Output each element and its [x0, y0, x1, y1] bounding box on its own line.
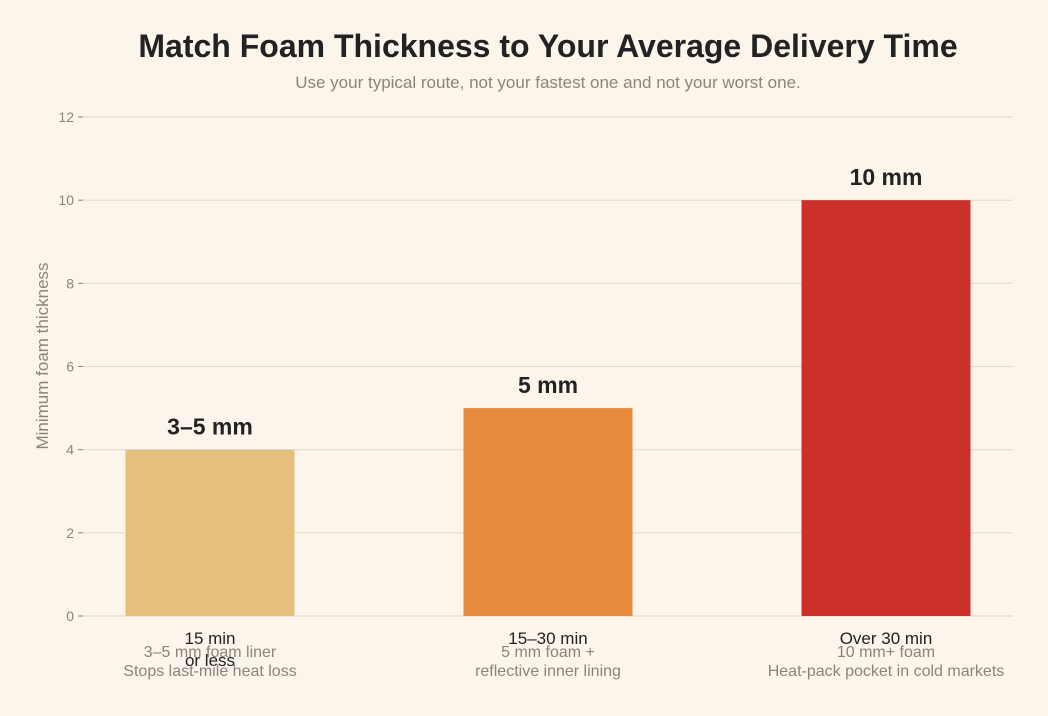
- bar-annotation: Stops last-mile heat loss: [123, 663, 296, 680]
- bar-annotation: Heat-pack pocket in cold markets: [768, 663, 1005, 680]
- y-tick-label: 8: [66, 275, 74, 291]
- bar-value-label: 3–5 mm: [167, 414, 253, 440]
- y-tick-label: 6: [66, 359, 74, 375]
- chart-title: Match Foam Thickness to Your Average Del…: [138, 28, 958, 64]
- bar: [801, 200, 971, 616]
- bar-annotation: 3–5 mm foam liner: [144, 644, 277, 661]
- bar-value-label: 10 mm: [850, 164, 923, 190]
- x-tick-label: 15 min: [184, 629, 235, 648]
- bar-annotation: 10 mm+ foam: [837, 644, 935, 661]
- bar-annotation: 5 mm foam +: [501, 644, 595, 661]
- chart-subtitle: Use your typical route, not your fastest…: [295, 73, 801, 92]
- x-tick-label: Over 30 min: [840, 629, 933, 648]
- y-tick-label: 2: [66, 525, 74, 541]
- y-tick-label: 10: [58, 192, 74, 208]
- x-tick-label: or less: [185, 651, 235, 670]
- x-tick-label: 15–30 min: [508, 629, 587, 648]
- y-axis-label: Minimum foam thickness: [33, 262, 52, 449]
- y-tick-label: 12: [58, 109, 74, 125]
- bar: [463, 408, 633, 616]
- y-tick-label: 4: [66, 442, 74, 458]
- bars: [125, 200, 971, 616]
- bar-annotation: reflective inner lining: [475, 663, 621, 680]
- y-tick-label: 0: [66, 608, 74, 624]
- bar-value-label: 5 mm: [518, 372, 578, 398]
- y-axis: 0 2 4 6 8 10 12: [58, 109, 83, 624]
- bar: [125, 449, 295, 616]
